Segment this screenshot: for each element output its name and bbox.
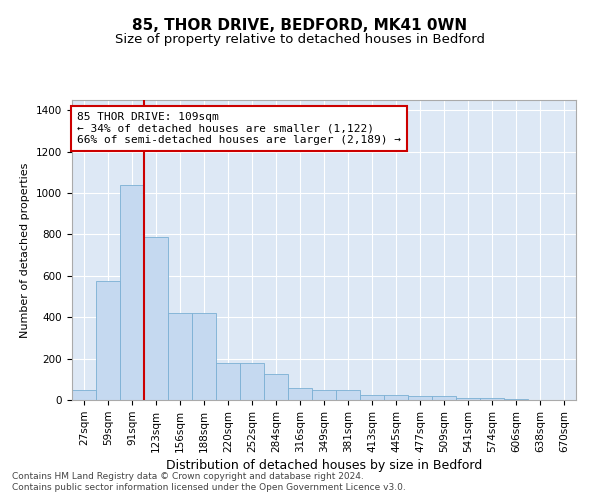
Bar: [168, 313, 192, 400]
Text: Size of property relative to detached houses in Bedford: Size of property relative to detached ho…: [115, 32, 485, 46]
Bar: [360, 395, 384, 400]
Bar: [216, 363, 240, 400]
X-axis label: Distribution of detached houses by size in Bedford: Distribution of detached houses by size …: [166, 459, 482, 472]
Bar: [480, 398, 504, 400]
Bar: [72, 390, 96, 400]
Bar: [120, 185, 144, 400]
Text: Contains public sector information licensed under the Open Government Licence v3: Contains public sector information licen…: [12, 484, 406, 492]
Text: 85, THOR DRIVE, BEDFORD, MK41 0WN: 85, THOR DRIVE, BEDFORD, MK41 0WN: [133, 18, 467, 32]
Bar: [96, 281, 120, 400]
Bar: [456, 398, 480, 400]
Bar: [192, 313, 216, 400]
Bar: [264, 374, 288, 400]
Bar: [288, 388, 312, 400]
Y-axis label: Number of detached properties: Number of detached properties: [20, 162, 31, 338]
Text: 85 THOR DRIVE: 109sqm
← 34% of detached houses are smaller (1,122)
66% of semi-d: 85 THOR DRIVE: 109sqm ← 34% of detached …: [77, 112, 401, 145]
Bar: [408, 396, 432, 400]
Text: Contains HM Land Registry data © Crown copyright and database right 2024.: Contains HM Land Registry data © Crown c…: [12, 472, 364, 481]
Bar: [336, 390, 360, 400]
Bar: [432, 396, 456, 400]
Bar: [144, 236, 168, 400]
Bar: [240, 363, 264, 400]
Bar: [504, 399, 528, 400]
Bar: [384, 395, 408, 400]
Bar: [312, 390, 336, 400]
